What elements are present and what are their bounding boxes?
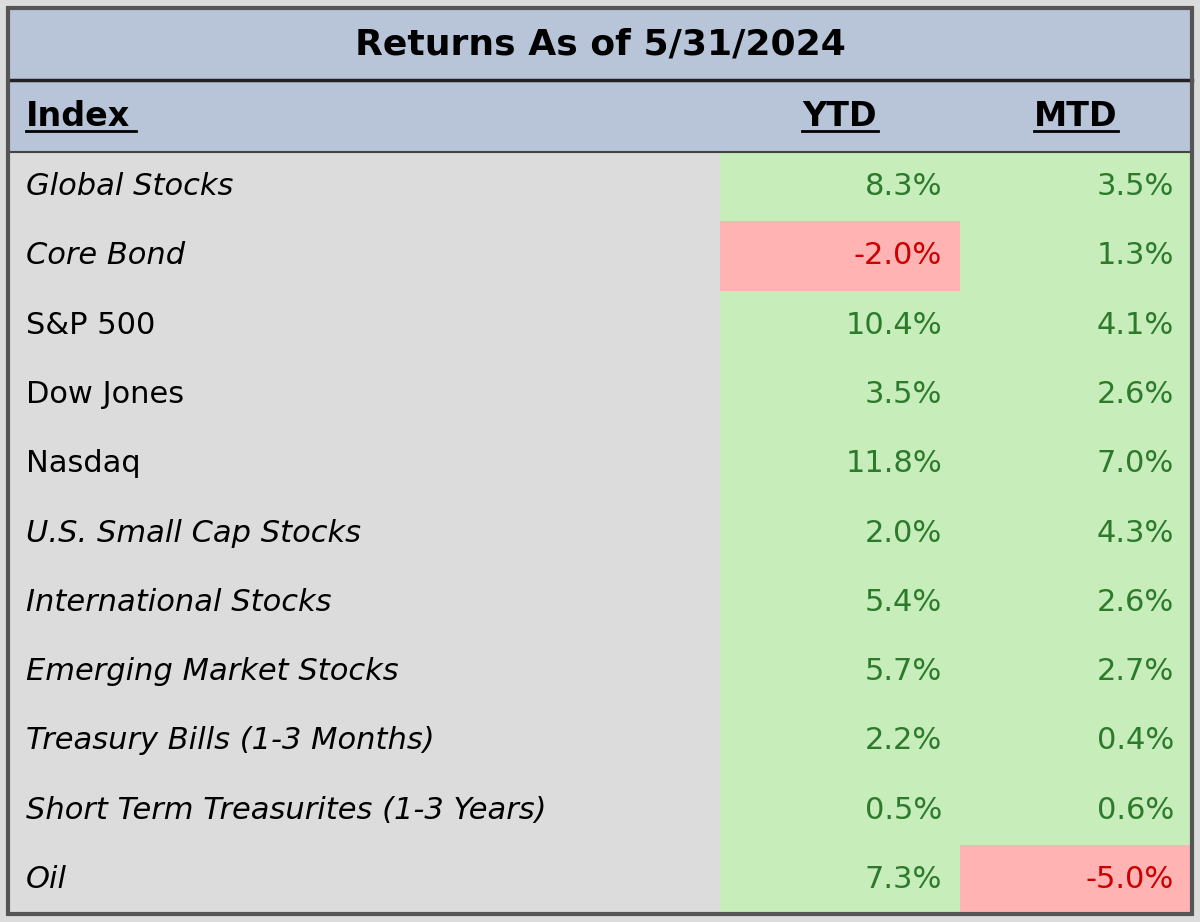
Bar (8, 152, 720, 221)
Bar (8, 290, 720, 360)
Bar (8, 775, 720, 845)
Bar (720, 152, 1192, 914)
Text: Oil: Oil (26, 865, 67, 893)
Bar (8, 637, 720, 706)
Text: 2.7%: 2.7% (1097, 657, 1174, 686)
Bar (8, 568, 720, 637)
Text: Returns As of 5/31/2024: Returns As of 5/31/2024 (354, 27, 846, 61)
Text: Nasdaq: Nasdaq (26, 449, 140, 479)
Text: 0.4%: 0.4% (1097, 727, 1174, 755)
Text: Global Stocks: Global Stocks (26, 172, 233, 201)
Text: 2.6%: 2.6% (1097, 380, 1174, 409)
Bar (8, 8, 1192, 80)
Text: 4.1%: 4.1% (1097, 311, 1174, 339)
Text: 2.6%: 2.6% (1097, 587, 1174, 617)
Text: 2.2%: 2.2% (865, 727, 942, 755)
Bar (8, 845, 720, 914)
Text: Index: Index (26, 100, 131, 133)
Text: Treasury Bills (1-3 Months): Treasury Bills (1-3 Months) (26, 727, 434, 755)
Bar (8, 360, 720, 429)
Text: Dow Jones: Dow Jones (26, 380, 184, 409)
Text: 7.0%: 7.0% (1097, 449, 1174, 479)
Text: 5.7%: 5.7% (865, 657, 942, 686)
Text: 1.3%: 1.3% (1097, 242, 1174, 270)
Text: 2.0%: 2.0% (865, 518, 942, 548)
Bar (8, 499, 720, 568)
Text: International Stocks: International Stocks (26, 587, 331, 617)
Text: 3.5%: 3.5% (865, 380, 942, 409)
Text: 10.4%: 10.4% (845, 311, 942, 339)
Text: 5.4%: 5.4% (865, 587, 942, 617)
Text: S&P 500: S&P 500 (26, 311, 155, 339)
Text: -5.0%: -5.0% (1086, 865, 1174, 893)
Text: 3.5%: 3.5% (1097, 172, 1174, 201)
Text: Short Term Treasurites (1-3 Years): Short Term Treasurites (1-3 Years) (26, 796, 546, 824)
Bar (8, 221, 720, 290)
Text: YTD: YTD (803, 100, 877, 133)
Text: 8.3%: 8.3% (864, 172, 942, 201)
Bar (8, 429, 720, 499)
Bar (8, 706, 720, 775)
Text: U.S. Small Cap Stocks: U.S. Small Cap Stocks (26, 518, 361, 548)
Bar (720, 221, 960, 290)
Bar (960, 845, 1192, 914)
Bar (8, 80, 1192, 152)
Text: 11.8%: 11.8% (845, 449, 942, 479)
Text: 0.6%: 0.6% (1097, 796, 1174, 824)
Text: Core Bond: Core Bond (26, 242, 185, 270)
Text: 0.5%: 0.5% (865, 796, 942, 824)
Text: 7.3%: 7.3% (865, 865, 942, 893)
Text: -2.0%: -2.0% (853, 242, 942, 270)
Text: 4.3%: 4.3% (1097, 518, 1174, 548)
Text: Emerging Market Stocks: Emerging Market Stocks (26, 657, 398, 686)
Text: MTD: MTD (1034, 100, 1118, 133)
